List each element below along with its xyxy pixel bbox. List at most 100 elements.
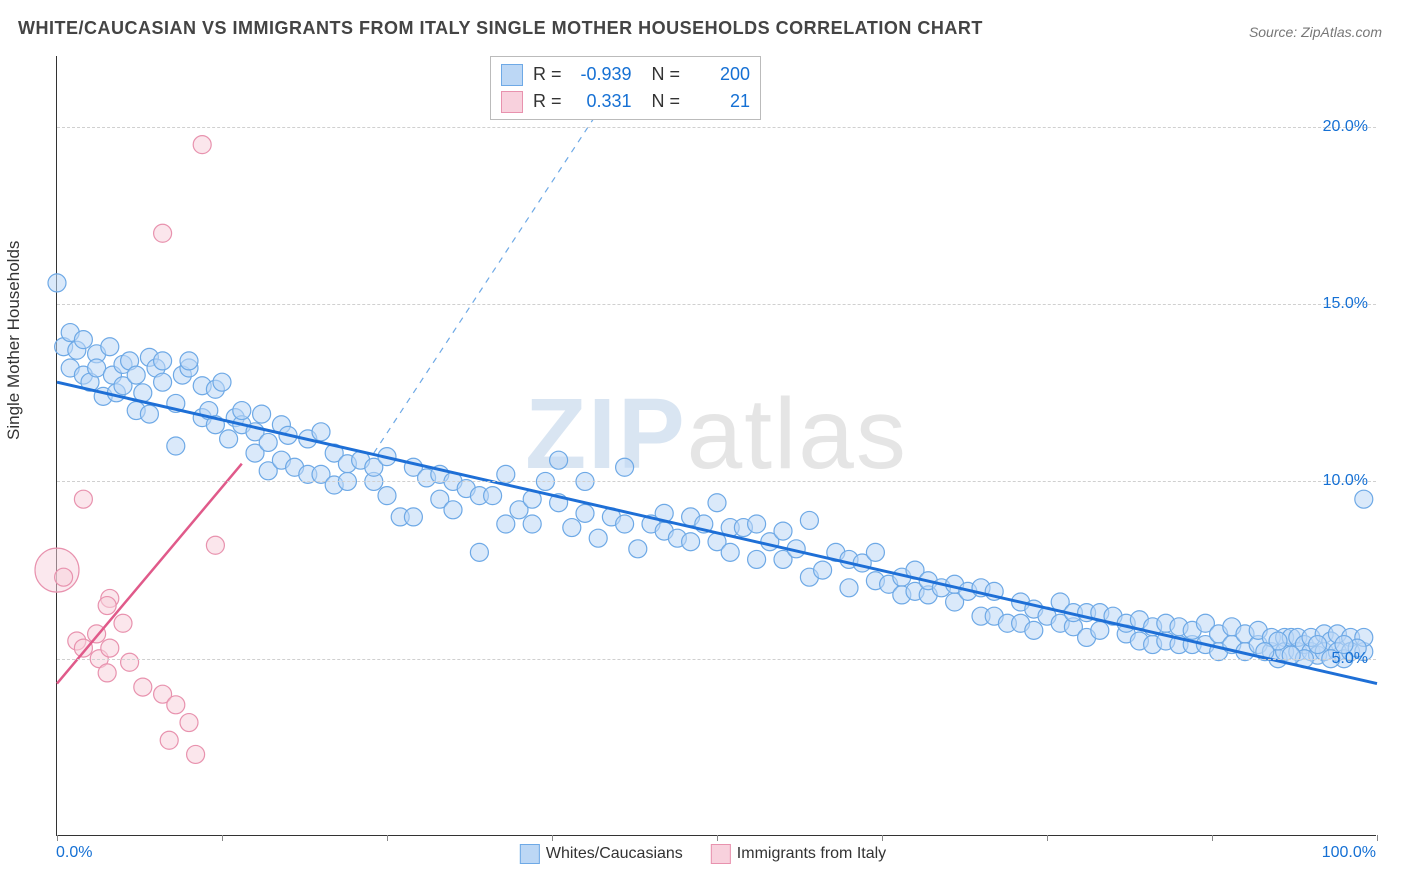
scatter-point xyxy=(206,536,224,554)
scatter-point xyxy=(497,515,515,533)
scatter-point xyxy=(523,515,541,533)
scatter-point xyxy=(180,352,198,370)
scatter-point xyxy=(1091,621,1109,639)
scatter-point xyxy=(193,136,211,154)
scatter-point xyxy=(74,331,92,349)
x-tick xyxy=(1212,835,1213,841)
legend-swatch xyxy=(501,91,523,113)
stat-r-value: 0.331 xyxy=(572,88,632,115)
scatter-point xyxy=(589,529,607,547)
scatter-point xyxy=(55,568,73,586)
scatter-point xyxy=(1309,636,1327,654)
scatter-point xyxy=(154,352,172,370)
scatter-point xyxy=(160,731,178,749)
scatter-point xyxy=(444,501,462,519)
x-tick xyxy=(552,835,553,841)
legend-item: Whites/Caucasians xyxy=(520,844,683,864)
gridline xyxy=(57,127,1376,128)
y-axis-label: Single Mother Households xyxy=(4,241,24,440)
chart-title: WHITE/CAUCASIAN VS IMMIGRANTS FROM ITALY… xyxy=(18,18,983,39)
stat-n-value: 21 xyxy=(690,88,750,115)
stat-r-label: R = xyxy=(533,88,562,115)
scatter-point xyxy=(127,366,145,384)
stats-legend-box: R = -0.939 N = 200R = 0.331 N = 21 xyxy=(490,56,761,120)
plot-area: ZIPatlas 5.0%10.0%15.0%20.0% xyxy=(56,56,1376,836)
scatter-point xyxy=(48,274,66,292)
scatter-point xyxy=(134,678,152,696)
scatter-point xyxy=(98,664,116,682)
scatter-point xyxy=(253,405,271,423)
stat-n-label: N = xyxy=(652,61,681,88)
y-tick-label: 10.0% xyxy=(1323,472,1368,490)
legend-label: Immigrants from Italy xyxy=(737,845,886,862)
scatter-point xyxy=(550,451,568,469)
trendline-extension xyxy=(374,91,612,453)
scatter-point xyxy=(74,639,92,657)
scatter-point xyxy=(167,437,185,455)
scatter-point xyxy=(101,338,119,356)
scatter-point xyxy=(154,373,172,391)
stat-r-value: -0.939 xyxy=(572,61,632,88)
scatter-point xyxy=(616,515,634,533)
scatter-point xyxy=(866,543,884,561)
scatter-point xyxy=(800,511,818,529)
x-tick xyxy=(1377,835,1378,841)
gridline xyxy=(57,304,1376,305)
x-tick xyxy=(717,835,718,841)
scatter-point xyxy=(140,405,158,423)
scatter-point xyxy=(840,579,858,597)
stats-row: R = 0.331 N = 21 xyxy=(501,88,750,115)
scatter-point xyxy=(748,550,766,568)
y-tick-label: 20.0% xyxy=(1323,118,1368,136)
scatter-point xyxy=(748,515,766,533)
scatter-point xyxy=(814,561,832,579)
legend-label: Whites/Caucasians xyxy=(546,845,683,862)
scatter-point xyxy=(233,402,251,420)
scatter-point xyxy=(121,653,139,671)
scatter-point xyxy=(404,508,422,526)
scatter-point xyxy=(220,430,238,448)
scatter-point xyxy=(378,487,396,505)
source-attribution: Source: ZipAtlas.com xyxy=(1249,24,1382,40)
scatter-point xyxy=(101,639,119,657)
scatter-point xyxy=(484,487,502,505)
stat-n-label: N = xyxy=(652,88,681,115)
x-tick xyxy=(222,835,223,841)
scatter-point xyxy=(167,696,185,714)
scatter-point xyxy=(114,614,132,632)
scatter-point xyxy=(312,423,330,441)
x-tick xyxy=(1047,835,1048,841)
scatter-point xyxy=(616,458,634,476)
scatter-point-large xyxy=(35,548,79,592)
scatter-point xyxy=(721,543,739,561)
scatter-point xyxy=(629,540,647,558)
scatter-svg xyxy=(57,56,1376,835)
gridline xyxy=(57,481,1376,482)
stats-row: R =-0.939N =200 xyxy=(501,61,750,88)
scatter-point xyxy=(470,543,488,561)
scatter-point xyxy=(1355,490,1373,508)
scatter-point xyxy=(74,490,92,508)
x-tick xyxy=(57,835,58,841)
x-axis-start-label: 0.0% xyxy=(56,844,92,862)
scatter-point xyxy=(576,504,594,522)
legend-item: Immigrants from Italy xyxy=(711,844,886,864)
scatter-point xyxy=(259,433,277,451)
scatter-point xyxy=(154,224,172,242)
scatter-point xyxy=(98,597,116,615)
bottom-legend: Whites/Caucasians Immigrants from Italy xyxy=(520,844,886,864)
legend-swatch xyxy=(711,844,731,864)
scatter-point xyxy=(682,533,700,551)
gridline xyxy=(57,659,1376,660)
stat-n-value: 200 xyxy=(690,61,750,88)
x-tick xyxy=(387,835,388,841)
legend-swatch xyxy=(520,844,540,864)
scatter-point xyxy=(563,519,581,537)
legend-swatch xyxy=(501,64,523,86)
scatter-point xyxy=(180,714,198,732)
scatter-point xyxy=(1025,621,1043,639)
x-axis-end-label: 100.0% xyxy=(1322,844,1376,862)
y-tick-label: 5.0% xyxy=(1332,650,1368,668)
scatter-point xyxy=(187,745,205,763)
x-tick xyxy=(882,835,883,841)
